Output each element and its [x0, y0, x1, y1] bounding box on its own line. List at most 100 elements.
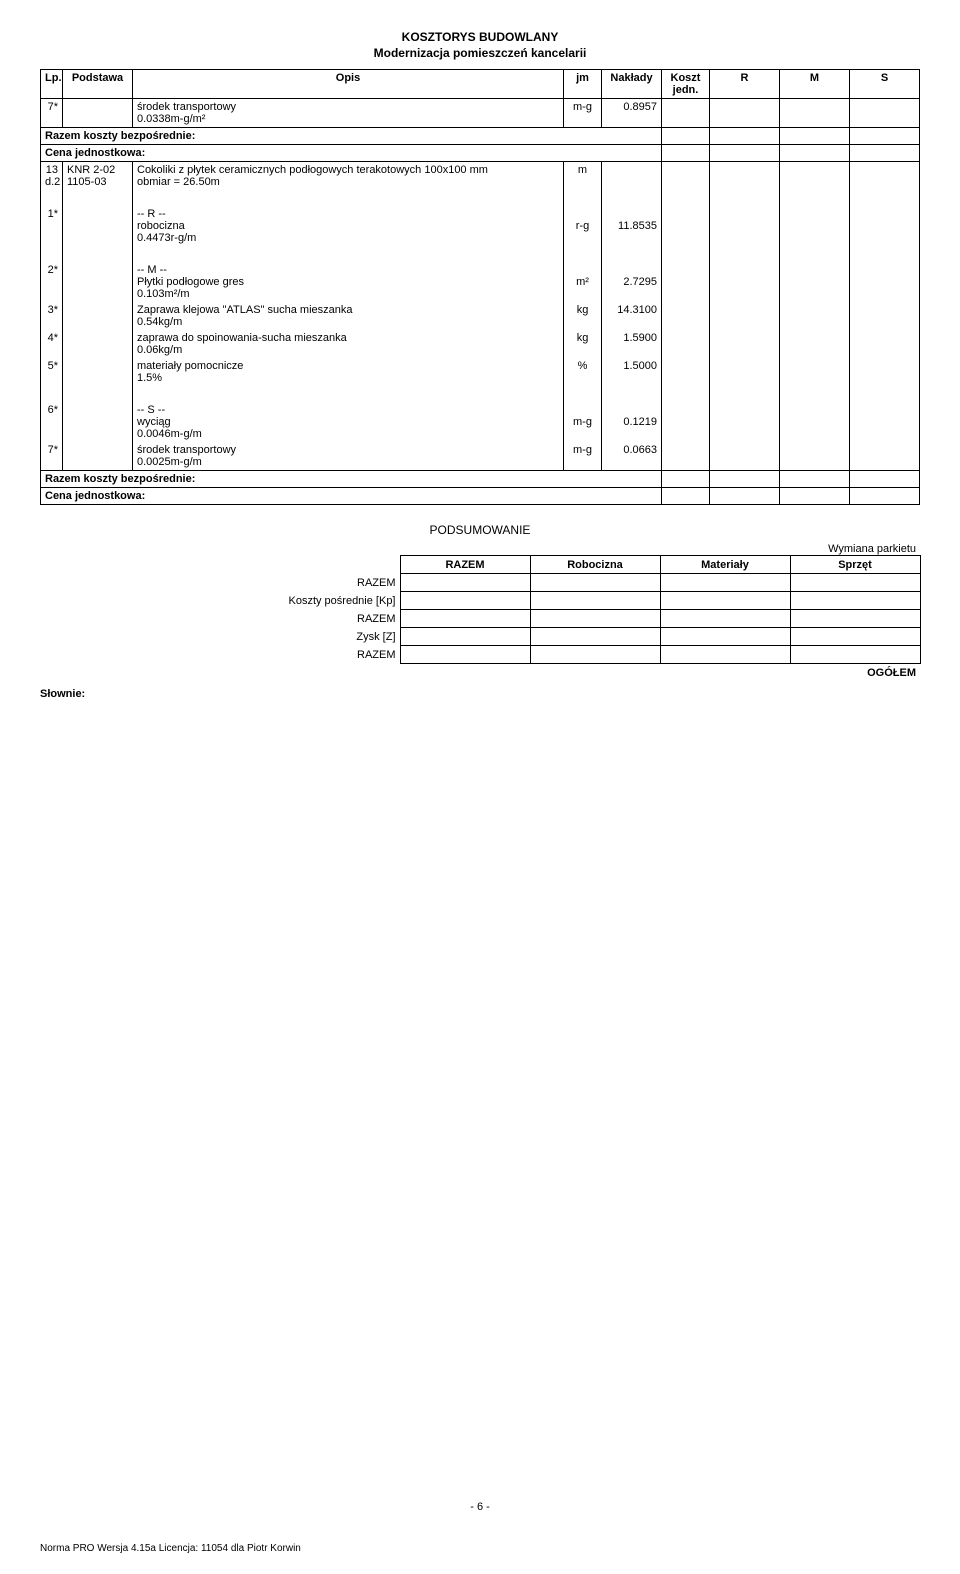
summary-cell	[530, 592, 660, 610]
col-jm: jm	[564, 70, 602, 99]
cell	[780, 162, 850, 191]
cell	[662, 162, 710, 191]
summary-cell	[400, 628, 530, 646]
cell: 0.0663	[602, 442, 662, 471]
cell	[710, 358, 780, 386]
summary-cell	[530, 610, 660, 628]
cell: r-g	[564, 206, 602, 246]
cell: 1.5900	[602, 330, 662, 358]
cell	[63, 99, 133, 128]
summary-cell	[400, 592, 530, 610]
cell	[41, 386, 63, 402]
cell	[710, 386, 780, 402]
cell	[780, 99, 850, 128]
cell	[710, 99, 780, 128]
cell: Zaprawa klejowa "ATLAS" sucha mieszanka0…	[133, 302, 564, 330]
cell: środek transportowy0.0338m-g/m²	[133, 99, 564, 128]
cell: 7*	[41, 442, 63, 471]
cell	[780, 262, 850, 302]
table-row: 13d.2KNR 2-021105-03Cokoliki z płytek ce…	[41, 162, 920, 191]
sum-col-razem: RAZEM	[400, 556, 530, 574]
summary-block: PODSUMOWANIE Wymiana parkietu RAZEM Robo…	[40, 523, 920, 700]
cell: 1.5000	[602, 358, 662, 386]
sum-col-rob: Robocizna	[530, 556, 660, 574]
cell	[780, 246, 850, 262]
empty-cell	[780, 488, 850, 505]
cell: Cokoliki z płytek ceramicznych podłogowy…	[133, 162, 564, 191]
cell: KNR 2-021105-03	[63, 162, 133, 191]
cell: kg	[564, 302, 602, 330]
table-row	[41, 246, 920, 262]
summary-cell	[790, 628, 920, 646]
cell: m-g	[564, 99, 602, 128]
span-cell: Cena jednostkowa:	[41, 145, 662, 162]
cell	[850, 330, 920, 358]
cell	[850, 99, 920, 128]
cell	[41, 190, 63, 206]
cell: 6*	[41, 402, 63, 442]
summary-cell	[400, 574, 530, 592]
cell	[850, 302, 920, 330]
cell	[710, 402, 780, 442]
table-row: Razem koszty bezpośrednie:	[41, 128, 920, 145]
cell	[63, 190, 133, 206]
empty-cell	[710, 488, 780, 505]
table-row: 4*zaprawa do spoinowania-sucha mieszanka…	[41, 330, 920, 358]
table-row: 5* materiały pomocnicze1.5%%1.5000	[41, 358, 920, 386]
empty-cell	[780, 471, 850, 488]
empty-cell	[850, 145, 920, 162]
cell	[564, 386, 602, 402]
summary-cell	[790, 592, 920, 610]
cell	[780, 302, 850, 330]
table-row: 7*środek transportowy0.0025m-g/mm-g0.066…	[41, 442, 920, 471]
cell	[780, 402, 850, 442]
empty-cell	[780, 145, 850, 162]
cell: 2*	[41, 262, 63, 302]
table-row	[41, 386, 920, 402]
cell	[662, 358, 710, 386]
cell	[63, 246, 133, 262]
doc-title-line2: Modernizacja pomieszczeń kancelarii	[40, 46, 920, 62]
cell: 5*	[41, 358, 63, 386]
cell	[710, 246, 780, 262]
cell	[662, 206, 710, 246]
col-r: R	[710, 70, 780, 99]
license-line: Norma PRO Wersja 4.15a Licencja: 11054 d…	[40, 1543, 920, 1554]
cell: materiały pomocnicze1.5%	[133, 358, 564, 386]
empty-cell	[710, 145, 780, 162]
cell	[850, 358, 920, 386]
cell: 14.3100	[602, 302, 662, 330]
cell: 0.8957	[602, 99, 662, 128]
cell	[662, 386, 710, 402]
cell: 2.7295	[602, 262, 662, 302]
cell	[850, 206, 920, 246]
cell	[63, 302, 133, 330]
cell: m	[564, 162, 602, 191]
summary-row: RAZEM	[40, 610, 920, 628]
cell	[63, 358, 133, 386]
page-number: - 6 -	[40, 1501, 920, 1513]
table-row: 3*Zaprawa klejowa "ATLAS" sucha mieszank…	[41, 302, 920, 330]
estimate-table: Lp. Podstawa Opis jm Nakłady Koszt jedn.…	[40, 69, 920, 505]
cell	[41, 246, 63, 262]
cell	[662, 190, 710, 206]
table-row: Cena jednostkowa:	[41, 488, 920, 505]
cell	[564, 190, 602, 206]
empty-cell	[662, 471, 710, 488]
summary-label: RAZEM	[40, 574, 400, 592]
cell: %	[564, 358, 602, 386]
cell	[63, 330, 133, 358]
summary-cell	[660, 646, 790, 664]
cell: zaprawa do spoinowania-sucha mieszanka0.…	[133, 330, 564, 358]
cell	[850, 246, 920, 262]
empty-cell	[850, 128, 920, 145]
cell	[602, 190, 662, 206]
cell	[780, 190, 850, 206]
cell	[662, 302, 710, 330]
cell	[780, 386, 850, 402]
empty-cell	[662, 145, 710, 162]
cell	[780, 442, 850, 471]
empty-cell	[710, 471, 780, 488]
summary-table: RAZEM Robocizna Materiały Sprzęt RAZEMKo…	[40, 555, 921, 682]
cell: 7*	[41, 99, 63, 128]
